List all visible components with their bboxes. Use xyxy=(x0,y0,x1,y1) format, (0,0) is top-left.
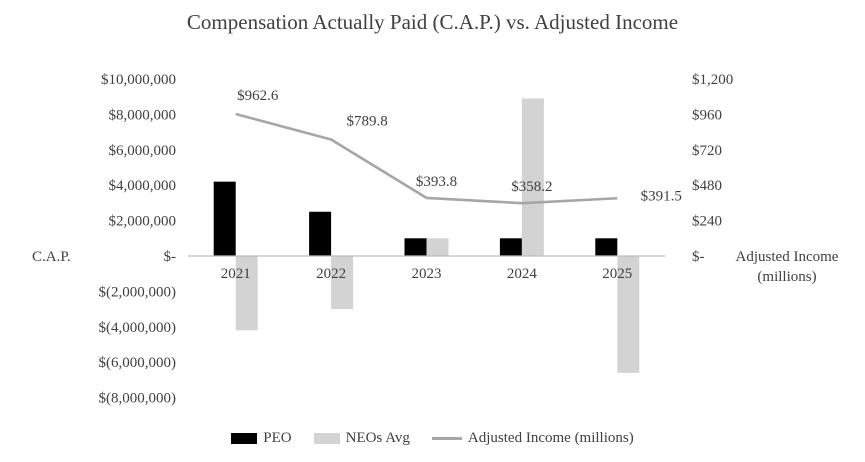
category-tick-label: 2023 xyxy=(412,266,442,282)
bar-peo xyxy=(595,238,618,256)
category-tick-label: 2022 xyxy=(316,266,346,282)
right-axis-tick-label: $240 xyxy=(692,214,722,230)
left-axis-tick-label: $8,000,000 xyxy=(109,107,177,123)
chart-legend: PEO NEOs Avg Adjusted Income (millions) xyxy=(0,430,865,447)
legend-swatch-adjusted-income xyxy=(431,437,462,440)
category-tick-label: 2024 xyxy=(507,266,538,282)
left-axis-title: C.A.P. xyxy=(32,249,71,265)
right-axis-tick-label: $480 xyxy=(692,178,722,194)
adjusted-income-data-label: $358.2 xyxy=(511,179,552,195)
right-axis-tick-label: $960 xyxy=(692,107,722,123)
right-axis-tick-label: $- xyxy=(692,249,705,265)
legend-label-adjusted-income: Adjusted Income (millions) xyxy=(467,430,634,446)
legend-label-neos-avg: NEOs Avg xyxy=(345,430,410,446)
legend-swatch-neos-avg xyxy=(313,433,340,444)
right-axis-title: Adjusted Income xyxy=(736,249,839,265)
adjusted-income-line xyxy=(235,112,618,205)
left-axis-tick-label: $(2,000,000) xyxy=(99,284,177,300)
left-axis-tick-label: $4,000,000 xyxy=(109,178,177,194)
category-tick-label: 2025 xyxy=(602,266,632,282)
left-axis-tick-label: $(8,000,000) xyxy=(99,391,177,407)
bar-peo xyxy=(404,238,427,256)
chart-title: Compensation Actually Paid (C.A.P.) vs. … xyxy=(186,10,679,34)
bar-neos-avg xyxy=(426,238,449,256)
left-axis-tick-label: $- xyxy=(164,249,177,265)
bar-peo xyxy=(213,181,236,256)
legend-swatch-peo xyxy=(231,433,258,444)
legend-item-adjusted-income: Adjusted Income (millions) xyxy=(431,430,634,447)
left-axis-tick-label: $10,000,000 xyxy=(101,72,176,88)
bar-neos-avg xyxy=(521,98,544,256)
legend-item-neos-avg: NEOs Avg xyxy=(313,430,410,447)
bar-neos-avg xyxy=(331,256,354,310)
left-axis-tick-label: $(6,000,000) xyxy=(99,355,177,371)
right-axis-tick-label: $720 xyxy=(692,143,722,159)
left-axis-tick-label: $6,000,000 xyxy=(109,143,177,159)
bar-neos-avg xyxy=(235,256,258,331)
left-axis-tick-label: $2,000,000 xyxy=(109,214,177,230)
legend-item-peo: PEO xyxy=(231,430,292,447)
bar-neos-avg xyxy=(617,256,640,373)
adjusted-income-data-label: $962.6 xyxy=(237,88,279,104)
left-axis-tick-label: $(4,000,000) xyxy=(99,320,177,336)
bar-peo xyxy=(499,238,522,256)
right-axis-title: (millions) xyxy=(757,269,816,285)
bar-peo xyxy=(309,211,332,256)
adjusted-income-data-label: $391.5 xyxy=(641,188,682,204)
adjusted-income-data-label: $393.8 xyxy=(416,174,457,190)
category-tick-label: 2021 xyxy=(221,266,251,282)
legend-label-peo: PEO xyxy=(263,430,292,446)
right-axis-tick-label: $1,200 xyxy=(692,72,733,88)
adjusted-income-data-label: $789.8 xyxy=(346,114,387,130)
